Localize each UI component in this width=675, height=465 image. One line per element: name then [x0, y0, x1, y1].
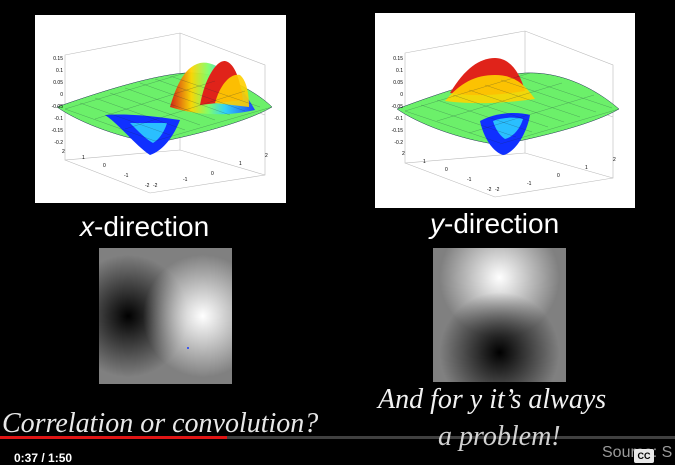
video-progress-played: [0, 436, 227, 439]
z-tick-label: 0: [400, 92, 403, 98]
y-tick-label: 2: [265, 153, 268, 159]
x-tick-label: -2: [145, 183, 150, 189]
z-tick-label: 0.05: [393, 80, 403, 86]
direction-text: -direction: [94, 211, 210, 242]
video-time-display: 0:37 / 1:50: [14, 451, 73, 465]
direction-variable: x: [80, 211, 94, 242]
y-tick-label: -1: [527, 181, 532, 187]
y-tick-label: 1: [239, 161, 242, 167]
z-tick-label: -0.05: [392, 104, 404, 110]
y-tick-label: 2: [613, 157, 616, 163]
x-tick-label: 2: [402, 151, 405, 157]
x-tick-label: 0: [445, 167, 448, 173]
closed-captions-button[interactable]: CC: [634, 449, 654, 463]
z-tick-label: -0.05: [52, 104, 64, 110]
z-tick-label: 0.1: [56, 68, 63, 74]
x-tick-label: -2: [487, 187, 492, 193]
y-tick-label: -1: [183, 177, 188, 183]
x-tick-label: 0: [103, 163, 106, 169]
y-tick-label: 0: [557, 173, 560, 179]
z-tick-label: -0.1: [54, 116, 63, 122]
x-derivative-kernel-image: [99, 248, 232, 384]
y-tick-label: 0: [211, 171, 214, 177]
z-tick-label: 0.15: [53, 56, 63, 62]
video-progress-bar[interactable]: [0, 436, 675, 439]
z-tick-label: -0.15: [52, 128, 64, 134]
y-derivative-kernel-image: [433, 248, 566, 382]
x-tick-label: -1: [467, 177, 472, 183]
z-tick-label: -0.15: [392, 128, 404, 134]
x-tick-label: 1: [423, 159, 426, 165]
y-direction-label: y-direction: [430, 210, 559, 238]
x-tick-label: 1: [82, 155, 85, 161]
right-surface-plot: 0.15 0.1 0.05 0 -0.05 -0.1 -0.15 -0.2 2 …: [375, 13, 635, 208]
z-tick-label: 0.05: [53, 80, 63, 86]
direction-text: -direction: [444, 208, 560, 239]
caption-y-problem-line2: a problem!: [438, 421, 561, 452]
x-tick-label: 2: [62, 149, 65, 155]
direction-variable: y: [430, 208, 444, 239]
z-tick-label: -0.1: [394, 116, 403, 122]
x-direction-label: x-direction: [80, 213, 209, 241]
x-tick-label: -1: [124, 173, 129, 179]
y-tick-label: 1: [585, 165, 588, 171]
z-tick-label: 0.15: [393, 56, 403, 62]
z-tick-label: -0.2: [394, 140, 403, 146]
left-surface-plot: 0.15 0.1 0.05 0 -0.05 -0.1 -0.15 -0.2 2 …: [35, 15, 286, 203]
y-tick-label: -2: [495, 187, 500, 193]
caption-correlation-question: Correlation or convolution?: [2, 408, 319, 439]
z-tick-label: 0.1: [396, 68, 403, 74]
y-tick-label: -2: [153, 183, 158, 189]
caption-y-problem-line1: And for y it’s always: [378, 384, 607, 415]
z-tick-label: -0.2: [54, 140, 63, 146]
z-tick-label: 0: [60, 92, 63, 98]
